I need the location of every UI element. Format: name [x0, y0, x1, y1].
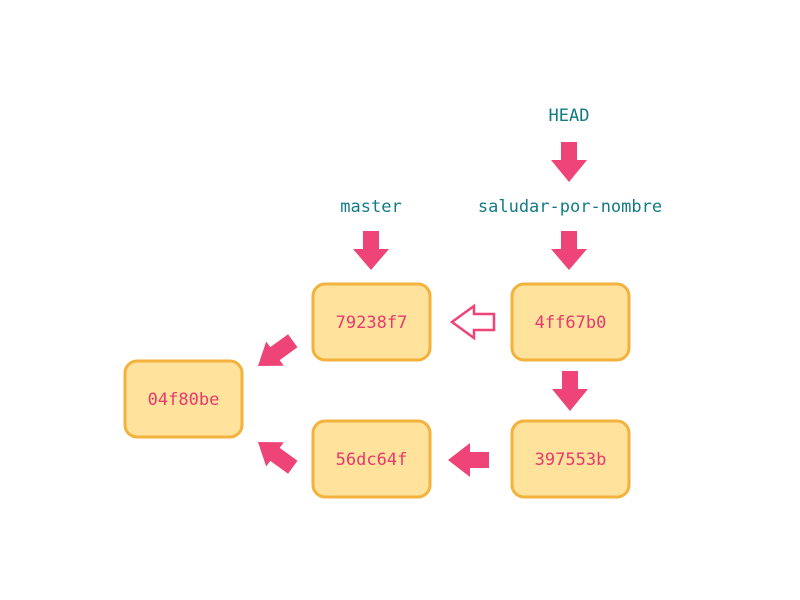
branch-label: saludar-por-nombre [478, 197, 662, 217]
head-label: HEAD [549, 106, 590, 126]
commit-hash: 04f80be [148, 390, 220, 410]
commit-hash: 56dc64f [336, 450, 408, 470]
commit-hash: 4ff67b0 [535, 313, 607, 333]
commit-hash: 397553b [535, 450, 607, 470]
commit-hash: 79238f7 [336, 313, 408, 333]
master-label: master [340, 197, 401, 217]
outline-arrow-4ff67b0-to-79238f7 [449, 303, 496, 341]
parent-arrow-4ff67b0-to-397553b [552, 371, 588, 411]
parent-arrow-397553b-to-56dc64f [448, 443, 489, 477]
commit-397553b: 397553b [510, 419, 631, 499]
branch-pointer-arrow [551, 231, 587, 270]
commit-04f80be: 04f80be [123, 359, 244, 439]
parent-arrow-56dc64f-to-04f80be [258, 442, 298, 474]
head-pointer-arrow [551, 142, 587, 182]
commit-4ff67b0: 4ff67b0 [510, 282, 631, 362]
parent-arrow-79238f7-to-04f80be [258, 334, 298, 366]
commit-79238f7: 79238f7 [311, 282, 432, 362]
commit-56dc64f: 56dc64f [311, 419, 432, 499]
master-pointer-arrow [353, 231, 389, 270]
